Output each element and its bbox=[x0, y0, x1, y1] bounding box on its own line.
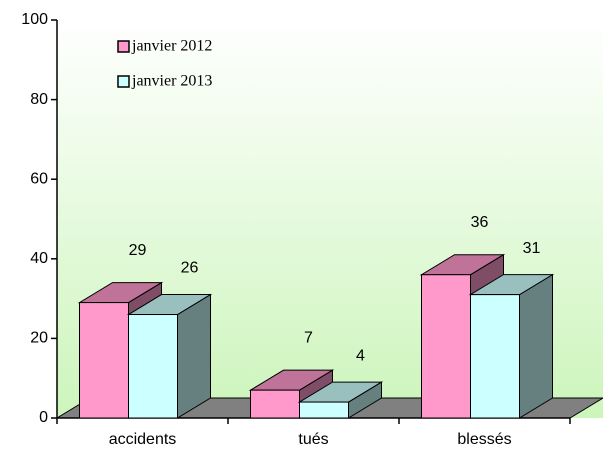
x-tick-label: blessés bbox=[457, 431, 511, 448]
bar bbox=[470, 294, 520, 419]
x-tick-label: tués bbox=[298, 431, 328, 448]
legend-swatch bbox=[117, 75, 130, 88]
y-tick-label: 20 bbox=[30, 330, 48, 347]
value-label: 29 bbox=[129, 242, 147, 259]
legend-label: janvier 2012 bbox=[131, 38, 212, 55]
bar bbox=[299, 401, 349, 419]
y-tick-label: 40 bbox=[30, 250, 48, 267]
legend-label: janvier 2013 bbox=[131, 73, 212, 90]
legend-swatch bbox=[117, 40, 130, 53]
x-tick-label: accidents bbox=[109, 431, 177, 448]
bar bbox=[421, 274, 471, 419]
value-label: 7 bbox=[304, 329, 313, 346]
bar-side bbox=[519, 273, 553, 419]
bar bbox=[79, 302, 129, 419]
y-tick-label: 80 bbox=[30, 91, 48, 108]
y-tick-label: 0 bbox=[39, 409, 48, 426]
y-tick-label: 60 bbox=[30, 170, 48, 187]
bar bbox=[250, 389, 300, 419]
y-tick-label: 100 bbox=[21, 11, 48, 28]
value-label: 36 bbox=[471, 214, 489, 231]
value-label: 26 bbox=[181, 260, 199, 277]
bar-side bbox=[177, 293, 211, 419]
value-label: 31 bbox=[523, 240, 541, 257]
bar bbox=[128, 314, 178, 419]
value-label: 4 bbox=[356, 347, 365, 364]
